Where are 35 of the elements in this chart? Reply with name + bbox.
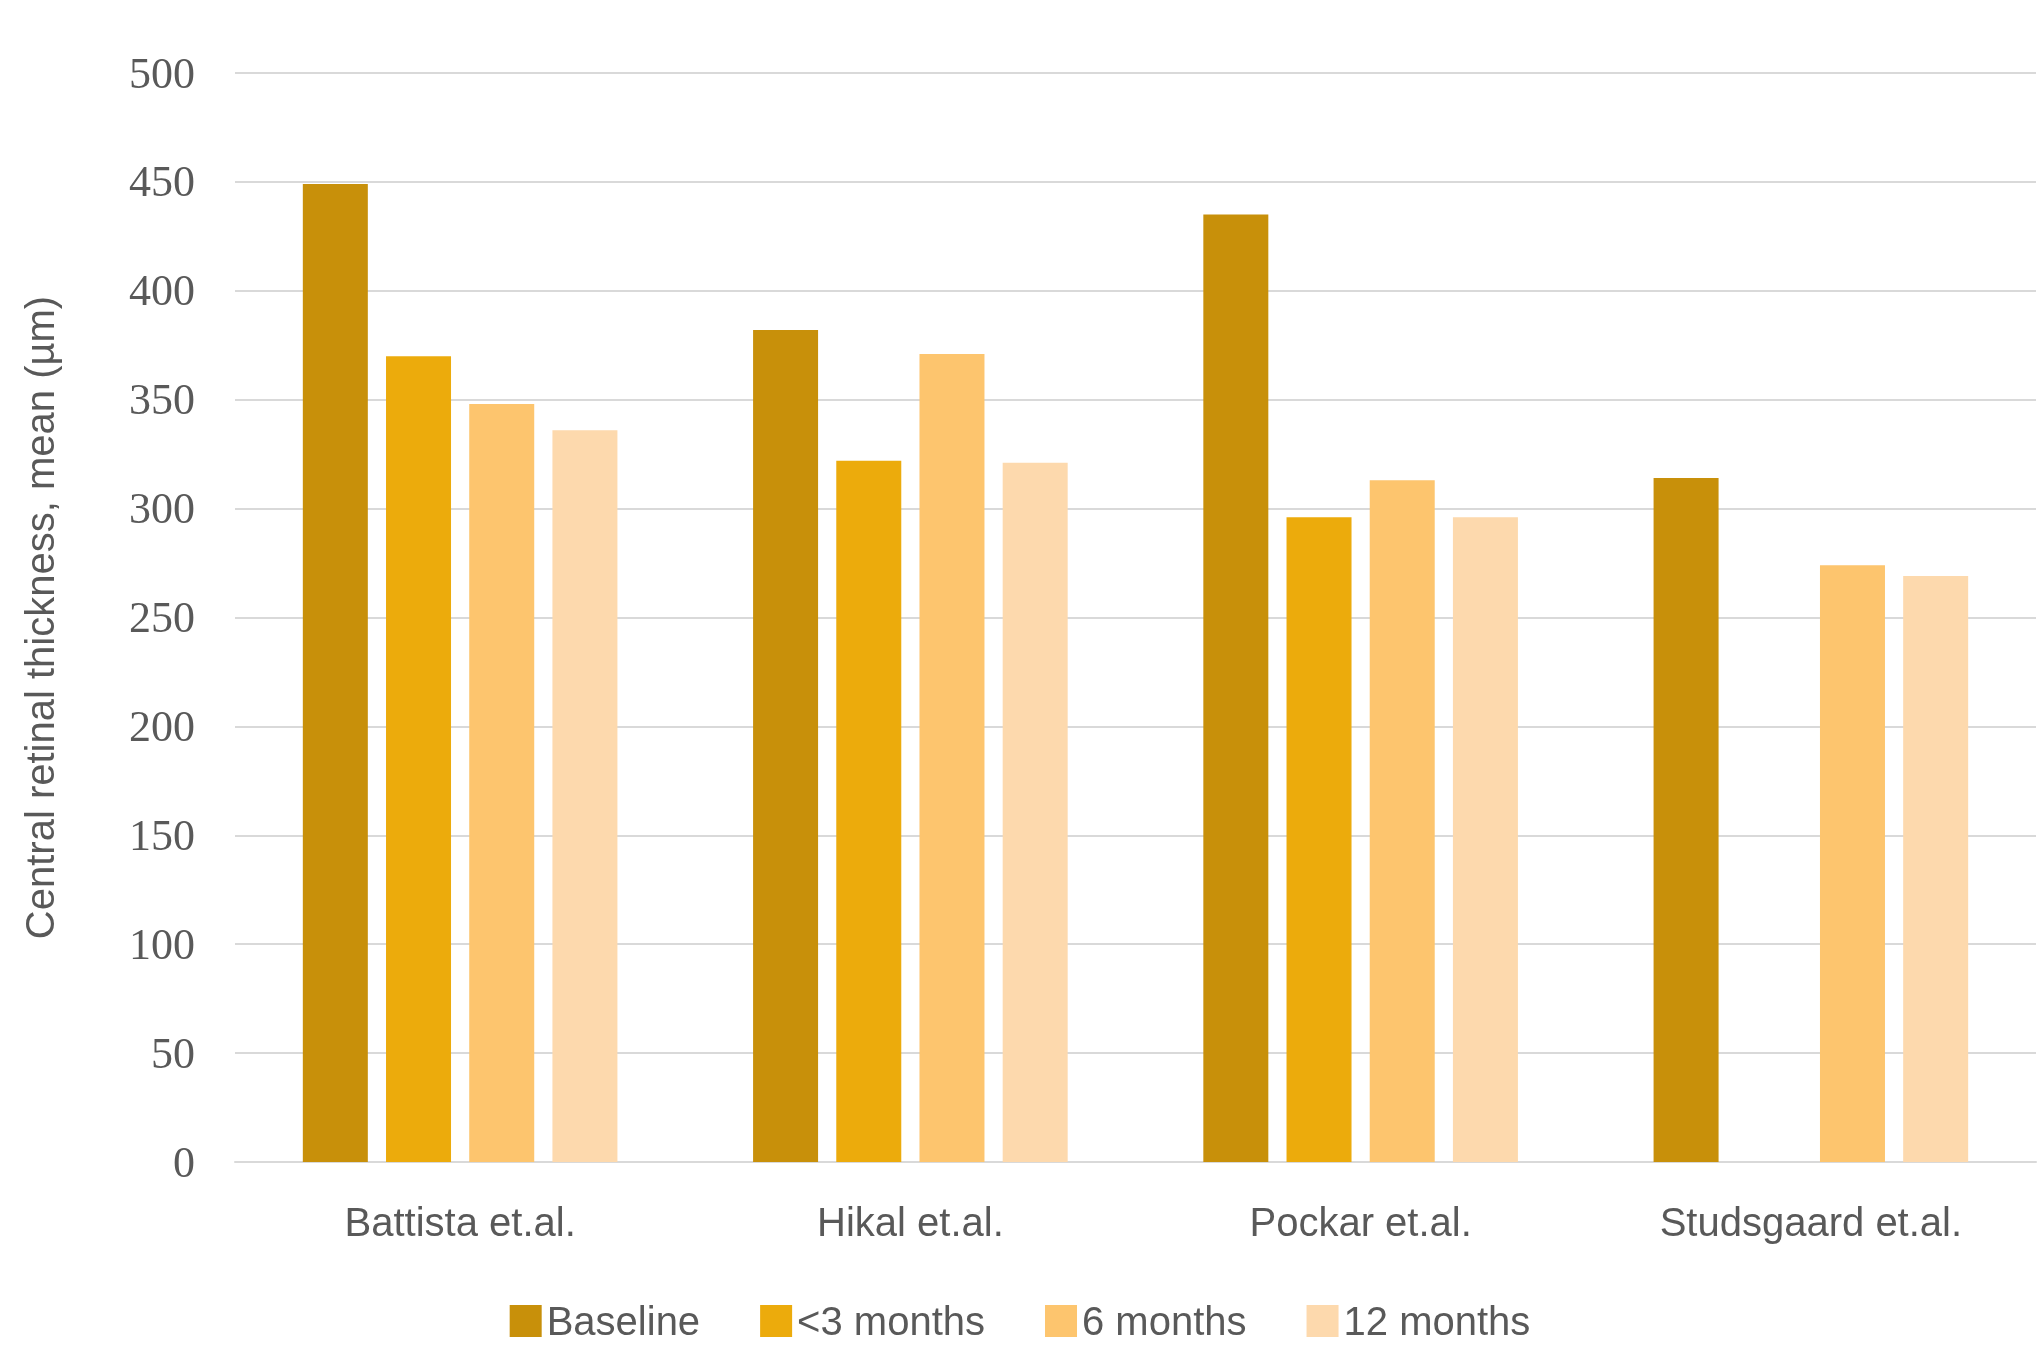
- legend-label: Baseline: [546, 1299, 701, 1343]
- bar: [386, 356, 452, 1162]
- bar: [1369, 480, 1435, 1162]
- legend-label: 12 months: [1343, 1299, 1531, 1343]
- y-tick-label: 200: [129, 701, 195, 751]
- bar: [1653, 478, 1719, 1162]
- x-tick-label: Battista et.al.: [344, 1200, 576, 1244]
- y-axis-title: Central retinal thickness, mean (µm): [18, 295, 62, 940]
- legend-label: <3 months: [797, 1299, 986, 1343]
- bar: [1903, 576, 1969, 1162]
- x-tick-label: Pockar et.al.: [1249, 1200, 1472, 1244]
- y-tick-label: 250: [129, 593, 195, 642]
- y-tick-label: 100: [129, 919, 195, 969]
- bar: [919, 353, 985, 1162]
- y-tick-label: 50: [151, 1028, 195, 1078]
- bar: [552, 430, 618, 1162]
- y-tick-label: 300: [129, 484, 195, 534]
- bar: [753, 330, 819, 1162]
- y-tick-label: 500: [129, 48, 195, 98]
- bar: [1203, 214, 1269, 1162]
- bar: [469, 404, 535, 1162]
- y-tick-label: 400: [129, 266, 195, 316]
- bar: [1286, 517, 1352, 1162]
- legend-label: 6 months: [1082, 1299, 1247, 1343]
- bar: [1819, 565, 1885, 1162]
- bar: [302, 184, 368, 1162]
- y-tick-label: 350: [129, 375, 195, 425]
- x-tick-label: Hikal et.al.: [817, 1200, 1004, 1244]
- y-tick-label: 150: [129, 810, 195, 860]
- bar: [1452, 517, 1518, 1162]
- x-tick-label: Studsgaard et.al.: [1659, 1200, 1963, 1244]
- y-tick-label: 0: [173, 1137, 195, 1187]
- bar: [836, 460, 902, 1162]
- y-tick-label: 450: [129, 157, 195, 207]
- bar: [1002, 462, 1068, 1162]
